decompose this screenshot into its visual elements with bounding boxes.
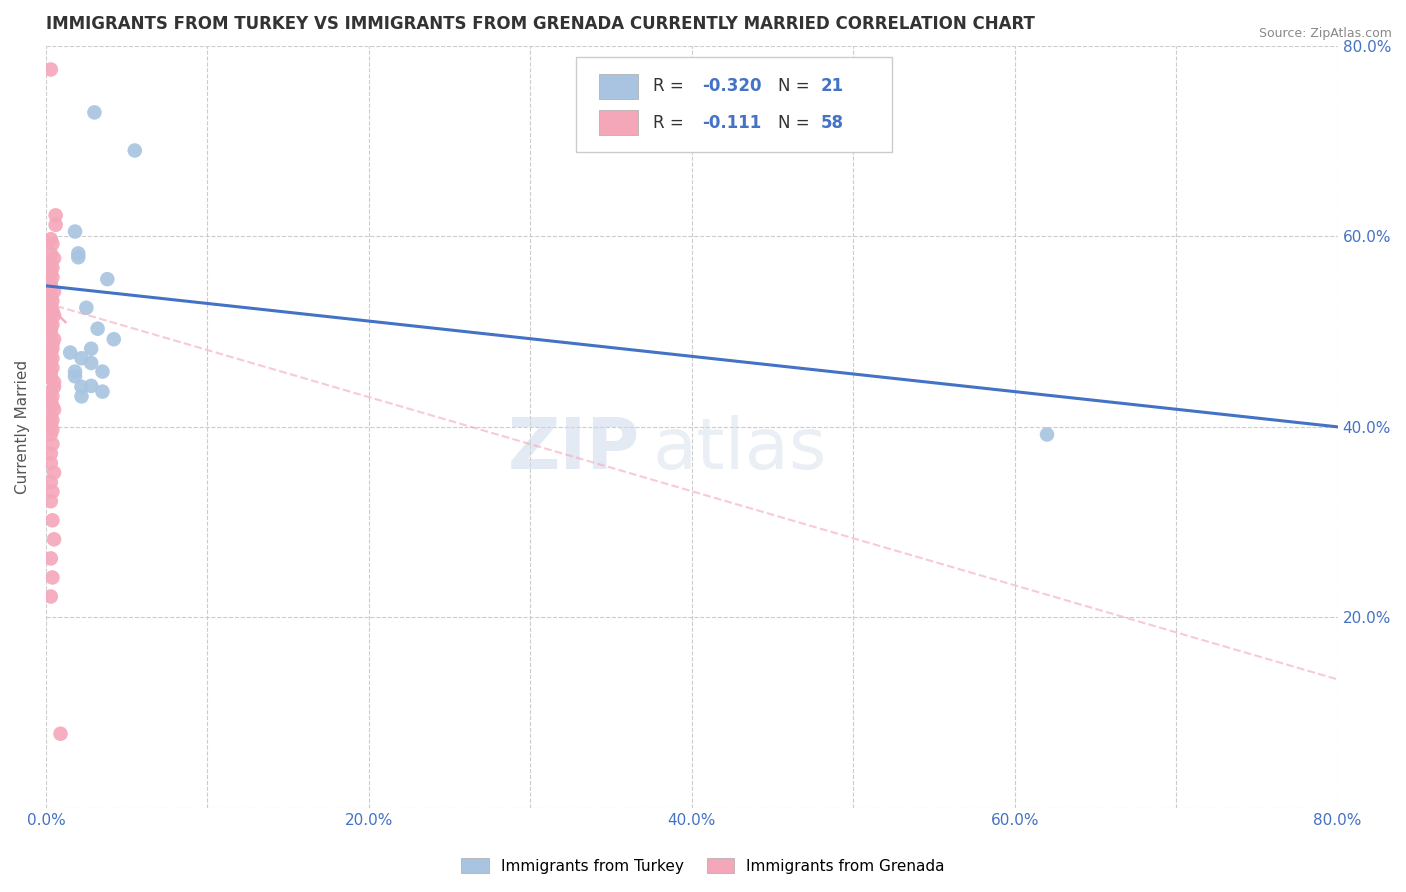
Text: R =: R = [652,114,683,132]
Bar [599,110,637,135]
Point [39,475,62,490]
Point [91,365,114,379]
Point [41,303,63,318]
Point [39,62,62,77]
Text: Source: ZipAtlas.com: Source: ZipAtlas.com [1258,27,1392,40]
Point [103,332,125,346]
Point [39,366,62,380]
Y-axis label: Currently Married: Currently Married [15,359,30,494]
Point [67,250,90,264]
Point [70,389,93,403]
Text: N =: N = [779,77,810,95]
Text: -0.320: -0.320 [702,77,762,95]
Point [39,417,62,432]
Point [41,399,63,413]
Point [41,236,63,251]
Point [39,256,62,270]
Point [39,590,62,604]
Text: 58: 58 [821,114,844,132]
Point [42,466,65,480]
Point [70,351,93,366]
Point [39,299,62,313]
Point [39,456,62,470]
FancyBboxPatch shape [575,57,891,153]
Point [80,342,103,356]
Point [80,379,103,393]
Text: ZIP: ZIP [508,416,640,484]
Point [41,413,63,427]
Point [39,280,62,294]
Point [45,208,67,222]
Point [83,105,105,120]
Point [42,533,65,547]
Point [39,427,62,442]
Point [41,484,63,499]
Point [39,265,62,279]
Point [39,356,62,370]
Point [86,322,108,336]
Point [63,225,86,239]
Point [41,337,63,351]
Point [41,260,63,275]
Point [42,285,65,299]
Point [42,332,65,346]
Point [41,423,63,437]
Point [39,265,62,279]
Point [41,360,63,375]
Point [41,389,63,403]
Point [75,301,97,315]
Point [42,309,65,323]
Point [39,323,62,337]
Point [41,513,63,527]
Point [39,409,62,423]
Point [39,394,62,409]
Bar [599,74,637,99]
Point [41,318,63,332]
Legend: Immigrants from Turkey, Immigrants from Grenada: Immigrants from Turkey, Immigrants from … [456,852,950,880]
Point [39,232,62,246]
Text: 21: 21 [821,77,844,95]
Text: IMMIGRANTS FROM TURKEY VS IMMIGRANTS FROM GRENADA CURRENTLY MARRIED CORRELATION : IMMIGRANTS FROM TURKEY VS IMMIGRANTS FRO… [46,15,1035,33]
Point [1036,427,1059,442]
Point [49,727,72,741]
Point [41,270,63,285]
Point [39,494,62,508]
Text: -0.111: -0.111 [702,114,762,132]
Point [42,251,65,265]
Point [39,246,62,260]
Point [70,380,93,394]
Point [39,327,62,342]
Point [41,351,63,366]
Point [39,384,62,399]
Point [96,272,118,286]
Point [39,551,62,566]
Point [39,313,62,327]
Point [42,402,65,417]
Point [39,346,62,360]
Point [45,218,67,232]
Text: N =: N = [779,114,810,132]
Point [41,342,63,356]
Point [39,289,62,303]
Point [63,369,86,384]
Text: R =: R = [652,77,683,95]
Point [39,370,62,384]
Point [39,446,62,460]
Point [59,345,82,359]
Point [42,375,65,389]
Text: atlas: atlas [652,416,827,484]
Point [124,144,146,158]
Point [80,356,103,370]
Point [42,380,65,394]
Point [41,294,63,309]
Point [91,384,114,399]
Point [39,275,62,289]
Point [41,437,63,451]
Point [67,246,90,260]
Point [41,570,63,584]
Point [63,365,86,379]
